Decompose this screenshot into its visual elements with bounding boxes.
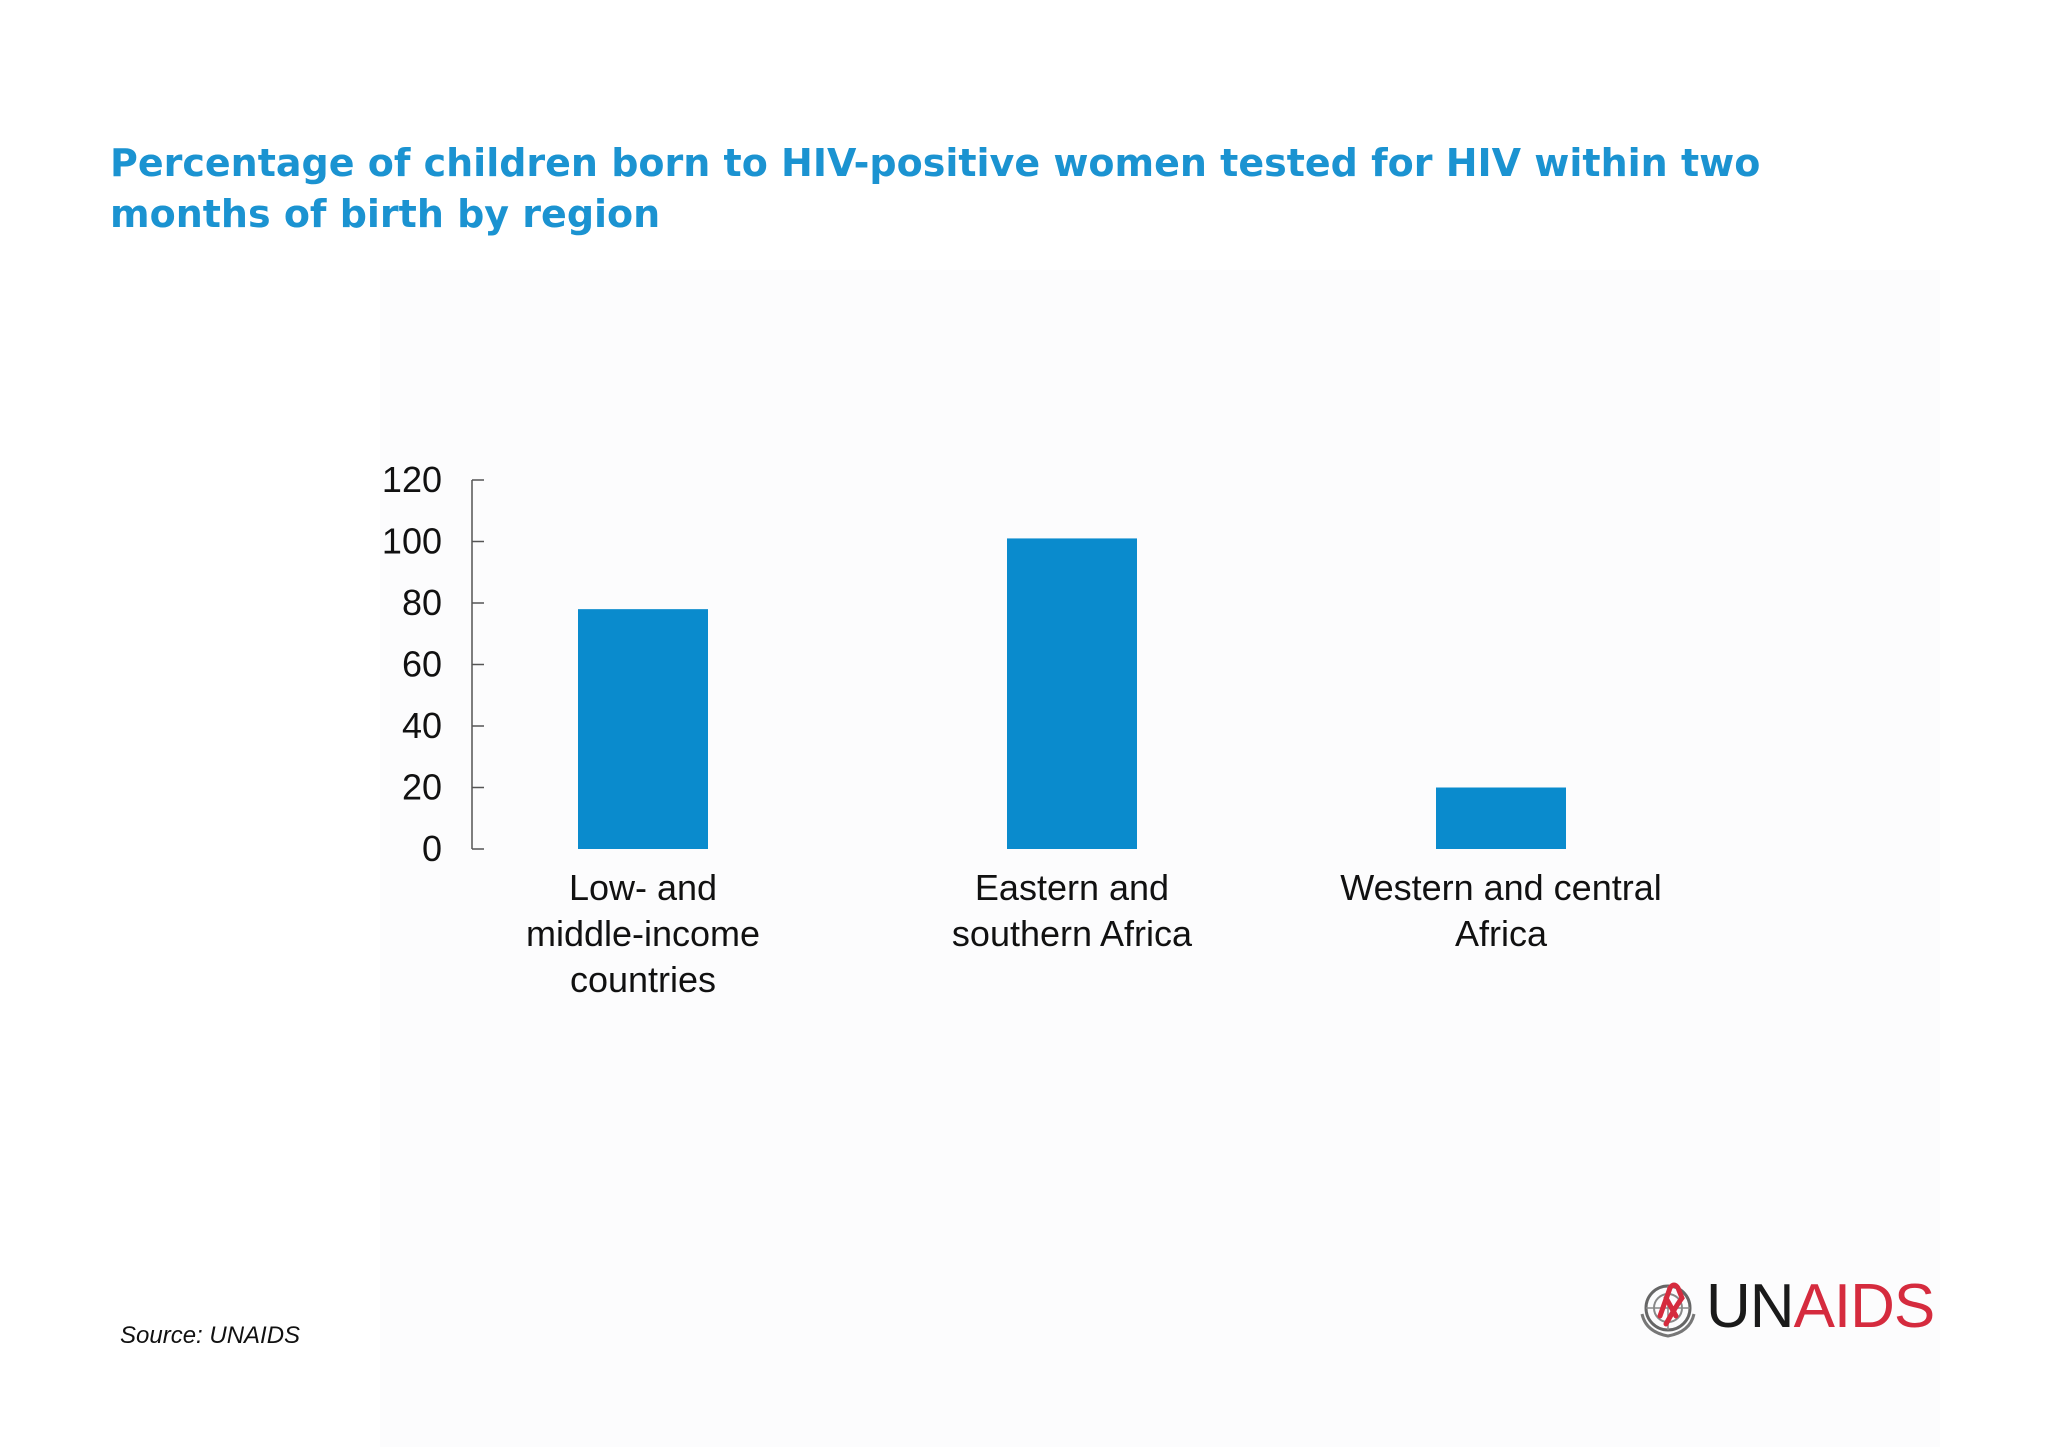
y-tick-label: 100: [382, 521, 442, 562]
logo-text-aids: AIDS: [1793, 1272, 1936, 1341]
category-label: Low- and middle-income countries: [526, 867, 760, 1000]
y-tick-label: 40: [402, 705, 442, 746]
un-emblem-red-ribbon-icon: [1640, 1282, 1696, 1338]
logo-wordmark: UNAIDS: [1706, 1272, 1936, 1341]
chart-background-panel: [380, 270, 1940, 1447]
y-tick-label: 120: [382, 459, 442, 500]
y-axis: 0 20 40 60 80 100 120: [382, 459, 484, 869]
category-label: Western and central Africa: [1340, 867, 1662, 954]
source-note: Source: UNAIDS: [120, 1322, 301, 1349]
logo-text-un: UN: [1706, 1272, 1795, 1341]
bar: [1007, 538, 1137, 849]
bar: [1436, 787, 1566, 849]
y-tick-label: 80: [402, 582, 442, 623]
chart-title: Percentage of children born to HIV-posit…: [110, 141, 1761, 236]
y-tick-label: 20: [402, 767, 442, 808]
y-tick-label: 0: [422, 828, 442, 869]
bar: [578, 609, 708, 849]
category-label: Eastern and southern Africa: [952, 867, 1193, 954]
category-labels: Low- and middle-income countries Eastern an…: [526, 867, 1662, 1000]
bars: [578, 538, 1566, 849]
y-tick-label: 60: [402, 644, 442, 685]
unaids-logo: UNAIDS: [1636, 1272, 1936, 1342]
